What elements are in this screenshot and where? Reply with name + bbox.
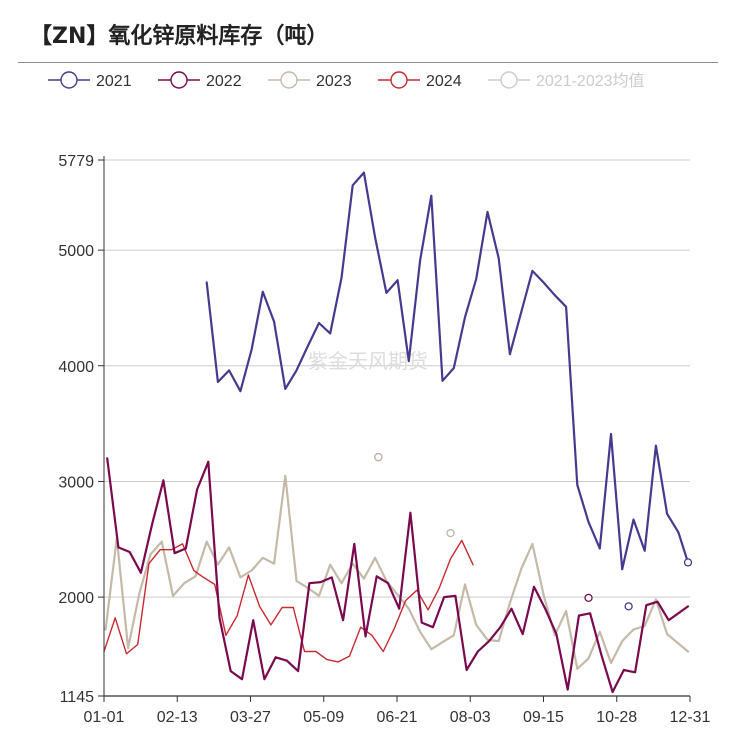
- x-tick-label-12-31: 12-31: [670, 709, 711, 726]
- point-marker-2021-2023: [374, 452, 383, 462]
- legend-circle-marker: [60, 71, 78, 89]
- legend-circle-marker: [500, 71, 518, 89]
- series-line-2022: [106, 457, 690, 694]
- y-tick-label-5779: 5779: [58, 153, 94, 170]
- point-marker-2021: [624, 602, 633, 611]
- point-marker-2022: [584, 593, 593, 603]
- legend-item-2024[interactable]: 2024: [378, 71, 462, 90]
- series-line-2021: [205, 171, 690, 571]
- chart-title: 【ZN】氧化锌原料库存（吨）: [30, 24, 329, 49]
- legend-label: 2023: [316, 73, 352, 90]
- legend-item-2021[interactable]: 2021: [48, 71, 132, 90]
- x-tick-label-01-01: 01-01: [84, 709, 125, 726]
- x-tick-label-03-27: 03-27: [230, 709, 271, 726]
- x-tick-label-06-21: 06-21: [377, 709, 418, 726]
- x-tick-label-08-03: 08-03: [450, 709, 491, 726]
- y-tick-label-2000: 2000: [58, 590, 94, 607]
- point-marker-2021-2023: [446, 528, 455, 538]
- legend-circle-marker: [170, 71, 188, 89]
- y-tick-label-4000: 4000: [58, 359, 94, 376]
- legend-label: 2022: [206, 73, 242, 90]
- legend-label: 2021: [96, 73, 132, 90]
- series-line-2024: [103, 539, 474, 663]
- y-tick-label-1145: 1145: [60, 689, 95, 706]
- legend-label: 2024: [426, 73, 462, 90]
- y-tick-label-3000: 3000: [58, 474, 94, 491]
- chart-legend: 2021 2022 2023 2024 2021-2023均值: [48, 71, 645, 90]
- point-marker-2021: [683, 558, 693, 567]
- legend-circle-marker: [280, 71, 298, 89]
- x-tick-label-02-13: 02-13: [157, 709, 198, 726]
- series-line-2023: [104, 474, 690, 670]
- legend-item-2023[interactable]: 2023: [268, 71, 352, 90]
- x-tick-label-10-28: 10-28: [596, 709, 637, 726]
- legend-item-2021-2023[interactable]: 2021-2023均值: [488, 71, 645, 90]
- legend-item-2022[interactable]: 2022: [158, 71, 242, 90]
- x-tick-label-09-15: 09-15: [523, 709, 564, 726]
- y-tick-label-5000: 5000: [58, 243, 94, 260]
- legend-circle-marker: [390, 71, 408, 89]
- legend-label: 2021-2023均值: [536, 72, 645, 90]
- x-tick-label-05-09: 05-09: [303, 709, 344, 726]
- title-divider: [18, 62, 718, 63]
